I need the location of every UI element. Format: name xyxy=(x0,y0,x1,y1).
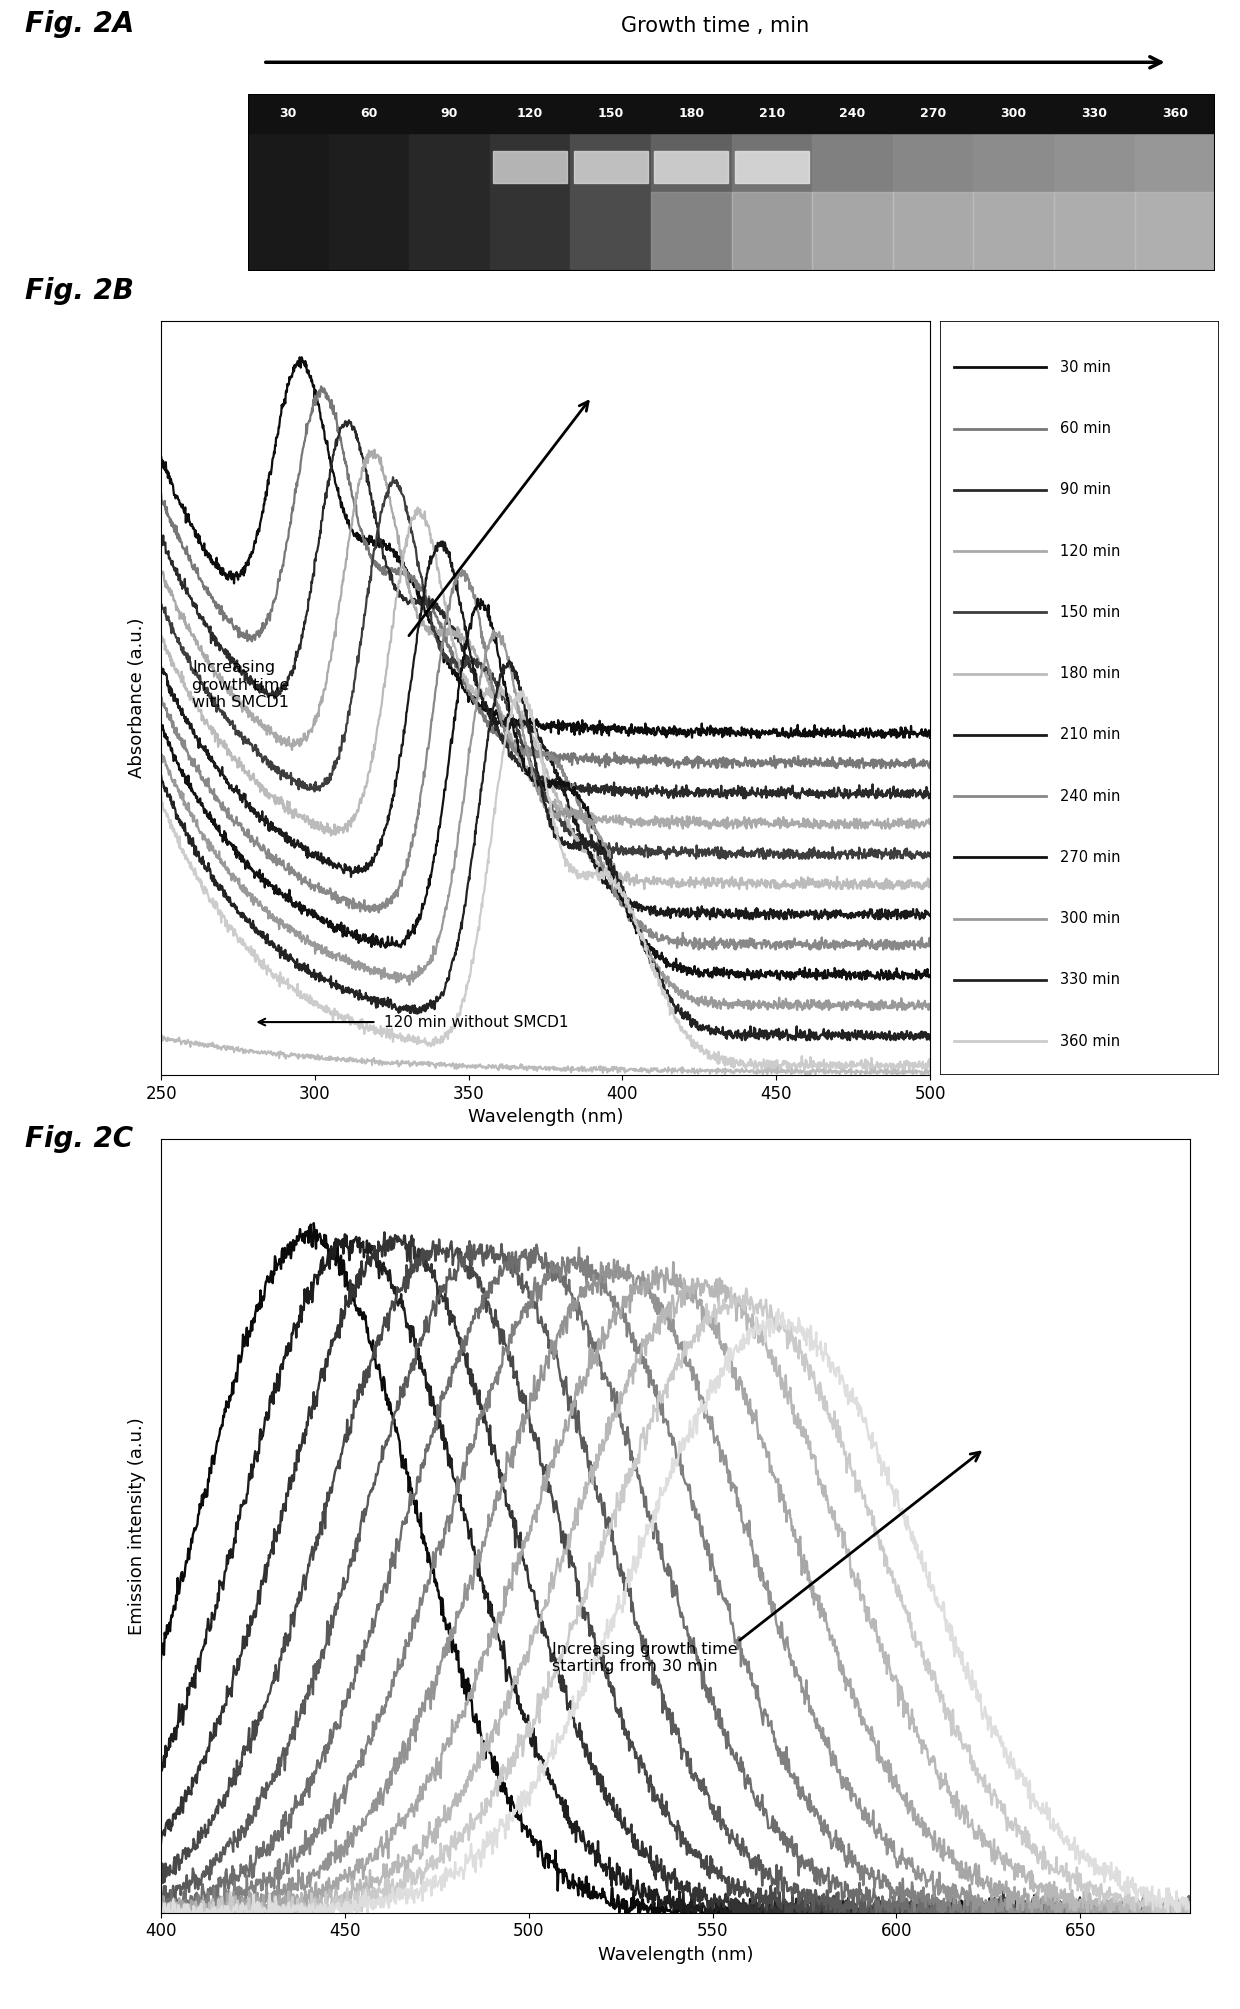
Bar xyxy=(409,94,490,133)
Bar xyxy=(570,94,651,133)
Bar xyxy=(651,94,732,133)
Bar xyxy=(248,133,329,271)
Text: Fig. 2C: Fig. 2C xyxy=(25,1125,133,1153)
Bar xyxy=(1054,94,1135,133)
Bar xyxy=(1135,191,1215,271)
Text: Fig. 2B: Fig. 2B xyxy=(25,277,134,305)
Bar xyxy=(329,133,409,271)
Text: 270: 270 xyxy=(920,106,946,121)
Bar xyxy=(973,191,1054,271)
Bar xyxy=(1135,94,1215,133)
Bar xyxy=(732,191,812,271)
Bar xyxy=(893,133,973,271)
Text: Fig. 2A: Fig. 2A xyxy=(25,10,134,38)
Text: 210 min: 210 min xyxy=(1060,727,1120,743)
Bar xyxy=(812,191,893,271)
Text: 240: 240 xyxy=(839,106,866,121)
Y-axis label: Absorbance (a.u.): Absorbance (a.u.) xyxy=(128,619,146,777)
Text: 360 min: 360 min xyxy=(1060,1033,1120,1049)
Bar xyxy=(732,133,812,271)
Bar xyxy=(570,133,651,271)
Text: 360: 360 xyxy=(1162,106,1188,121)
Text: 120 min: 120 min xyxy=(1060,544,1120,559)
Text: Increasing
growth time
with SMCD1: Increasing growth time with SMCD1 xyxy=(192,661,289,711)
Bar xyxy=(329,94,409,133)
Y-axis label: Emission intensity (a.u.): Emission intensity (a.u.) xyxy=(128,1416,146,1635)
Text: 330: 330 xyxy=(1081,106,1107,121)
Bar xyxy=(893,191,973,271)
Bar xyxy=(490,133,570,271)
Bar xyxy=(655,151,728,183)
Bar xyxy=(973,133,1054,271)
Text: 90: 90 xyxy=(440,106,459,121)
Bar xyxy=(812,94,893,133)
Text: Growth time , min: Growth time , min xyxy=(621,16,810,36)
Bar xyxy=(248,94,329,133)
Text: 210: 210 xyxy=(759,106,785,121)
Text: 30: 30 xyxy=(279,106,298,121)
Text: 180: 180 xyxy=(678,106,704,121)
Text: 30 min: 30 min xyxy=(1060,360,1111,376)
Text: 300: 300 xyxy=(1001,106,1027,121)
Bar xyxy=(651,191,732,271)
Bar xyxy=(490,94,570,133)
Text: 90 min: 90 min xyxy=(1060,482,1111,498)
Text: 180 min: 180 min xyxy=(1060,667,1120,681)
Bar xyxy=(973,94,1054,133)
Bar xyxy=(1135,133,1215,271)
Bar xyxy=(574,151,647,183)
Bar xyxy=(1054,133,1135,271)
Bar xyxy=(494,151,567,183)
Bar xyxy=(735,151,808,183)
Bar xyxy=(651,133,732,271)
Text: 60: 60 xyxy=(360,106,378,121)
Text: Increasing growth time
starting from 30 min: Increasing growth time starting from 30 … xyxy=(552,1641,738,1673)
Text: 300 min: 300 min xyxy=(1060,912,1120,926)
X-axis label: Wavelength (nm): Wavelength (nm) xyxy=(598,1947,754,1965)
Bar xyxy=(893,94,973,133)
Text: 60 min: 60 min xyxy=(1060,422,1111,436)
Bar xyxy=(812,133,893,271)
Bar xyxy=(732,94,812,133)
Bar xyxy=(409,133,490,271)
Text: 150 min: 150 min xyxy=(1060,605,1120,621)
Text: 150: 150 xyxy=(598,106,624,121)
Text: 120: 120 xyxy=(517,106,543,121)
Bar xyxy=(1054,191,1135,271)
X-axis label: Wavelength (nm): Wavelength (nm) xyxy=(467,1109,624,1127)
Text: 330 min: 330 min xyxy=(1060,972,1120,986)
Text: 120 min without SMCD1: 120 min without SMCD1 xyxy=(384,1015,569,1029)
Text: 240 min: 240 min xyxy=(1060,790,1120,804)
Text: 270 min: 270 min xyxy=(1060,850,1121,866)
